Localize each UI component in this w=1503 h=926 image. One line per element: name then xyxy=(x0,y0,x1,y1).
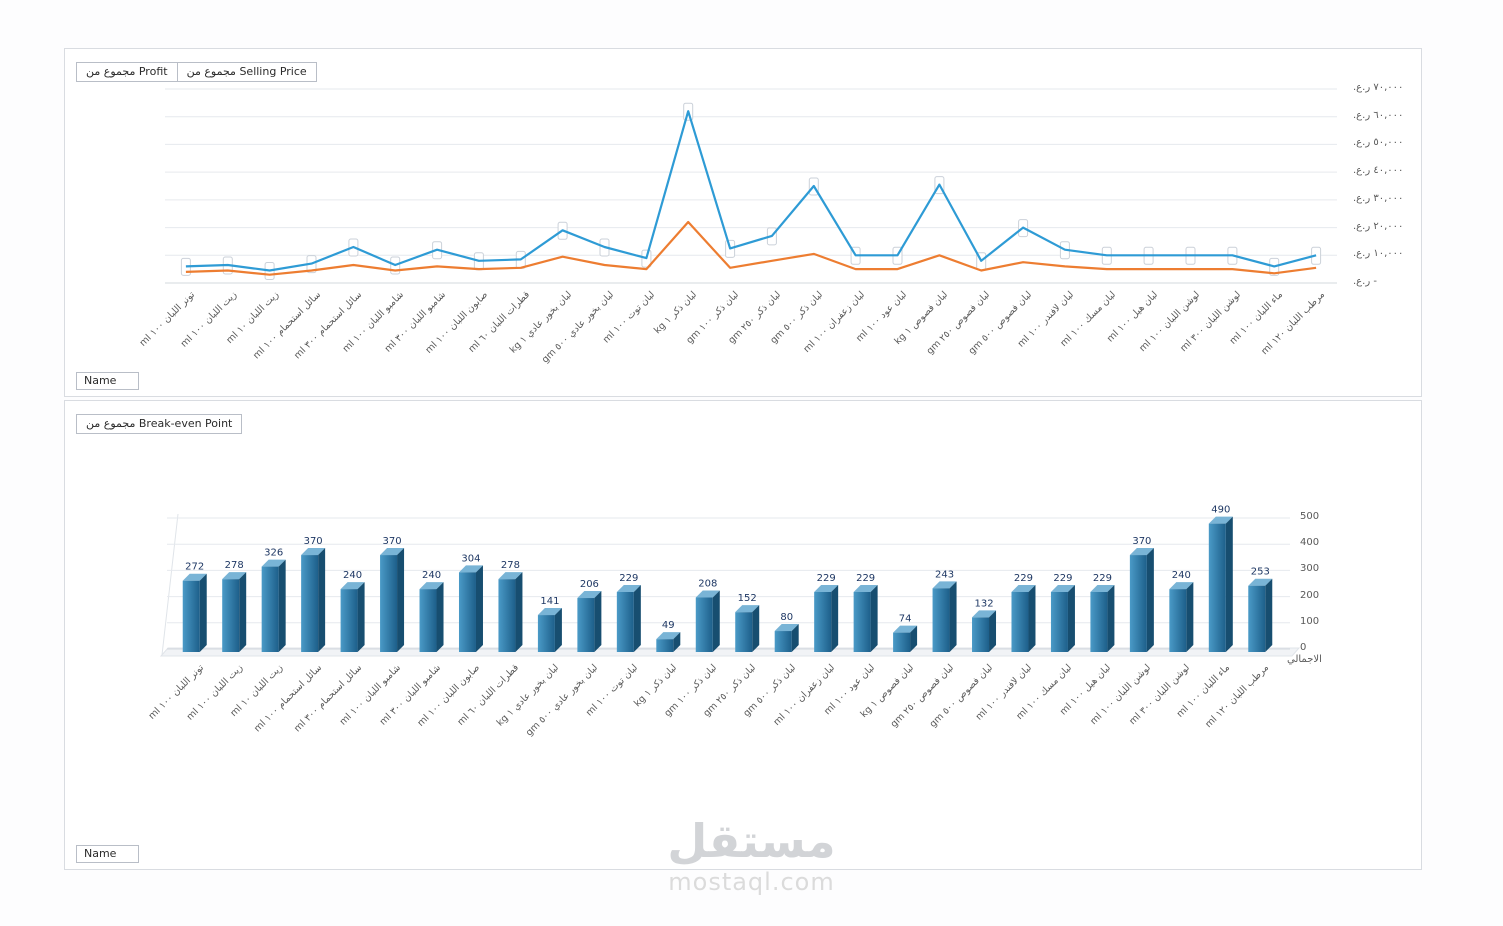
bar-value-label: 370 xyxy=(304,536,323,547)
bar xyxy=(1090,585,1115,652)
bar xyxy=(419,582,444,652)
y-axis-label: 500 xyxy=(1300,511,1320,522)
bar-value-label: 240 xyxy=(422,570,441,581)
bar xyxy=(1248,578,1273,652)
bar xyxy=(1011,585,1036,652)
bar xyxy=(182,573,207,652)
bar-value-label: 74 xyxy=(899,614,912,625)
name-axis-field-button-top[interactable]: Name xyxy=(76,372,140,390)
bar xyxy=(853,585,878,652)
y-axis-label: 0 xyxy=(1300,642,1307,653)
selling-price-profit-chart-panel: مجموع من Profit مجموع من Selling Price -… xyxy=(64,48,1422,397)
bar-value-label: 229 xyxy=(619,573,638,584)
bar-value-label: 80 xyxy=(780,612,793,623)
bar-value-label: 141 xyxy=(540,596,559,607)
bar xyxy=(458,565,483,652)
bar-value-label: 304 xyxy=(461,553,480,564)
bar xyxy=(1169,582,1194,652)
y-axis-label: 200 xyxy=(1300,589,1320,601)
selling-price-field-button[interactable]: مجموع من Selling Price xyxy=(176,62,317,82)
bar xyxy=(261,559,286,652)
value-field-buttons-bottom: مجموع من Break-even Point xyxy=(76,414,243,434)
watermark-subtitle: mostaql.com xyxy=(668,867,835,896)
bar-value-label: 240 xyxy=(343,570,362,581)
y-axis-label: ٦٠,٠٠٠ ر.ع. xyxy=(1353,109,1404,121)
bar-value-label: 370 xyxy=(383,536,402,547)
bar-value-label: 208 xyxy=(698,579,717,590)
selling-price-line xyxy=(185,110,1317,272)
bar xyxy=(1129,548,1154,652)
line-chart: - ر.ع. ١٠,٠٠٠ ر.ع. ٢٠,٠٠٠ ر.ع. ٣٠,٠٠٠ ر.ع. ٤… xyxy=(65,49,1421,396)
bar-value-label: 278 xyxy=(225,560,244,571)
bar xyxy=(893,625,918,652)
bar xyxy=(537,608,562,652)
bar xyxy=(1050,585,1075,652)
y-axis-label: 100 xyxy=(1300,615,1320,627)
bar-value-label: 240 xyxy=(1172,570,1191,581)
break-even-field-button[interactable]: مجموع من Break-even Point xyxy=(76,414,243,434)
y-axis-label: ٥٠,٠٠٠ ر.ع. xyxy=(1353,137,1404,149)
bar xyxy=(972,610,997,652)
bar-chart: 272 278 326 370 240 370 240 304 278 141 206 229 49 20… xyxy=(65,401,1421,869)
bar xyxy=(380,548,405,652)
profit-line xyxy=(185,220,1317,276)
bar-value-label: 49 xyxy=(662,620,675,631)
bar-value-label: 206 xyxy=(580,579,599,590)
bar-value-label: 278 xyxy=(501,560,520,571)
total-axis-caption: الاجمالي xyxy=(1287,654,1322,665)
y-axis-label: 300 xyxy=(1300,563,1320,575)
bar-value-label: 229 xyxy=(1093,573,1112,584)
bar-value-label: 326 xyxy=(264,548,283,559)
bar xyxy=(301,548,326,652)
grid-line xyxy=(161,513,179,656)
y-axis-label: ١٠,٠٠٠ ر.ع. xyxy=(1353,248,1404,260)
y-axis-label: ٧٠,٠٠٠ ر.ع. xyxy=(1353,82,1404,93)
bar xyxy=(222,572,247,652)
bar xyxy=(695,590,720,652)
y-axis-label: ٤٠,٠٠٠ ر.ع. xyxy=(1353,165,1404,177)
y-axis-label: ٣٠,٠٠٠ ر.ع. xyxy=(1353,192,1404,204)
y-axis-label: 400 xyxy=(1300,537,1320,549)
break-even-chart-panel: مجموع من Break-even Point 272 278 326 370 24… xyxy=(64,400,1422,870)
bar-value-label: 229 xyxy=(817,573,836,584)
bar-chart-svg: 272 278 326 370 240 370 240 304 278 141 206 229 49 20… xyxy=(159,505,1301,657)
bar xyxy=(735,605,760,652)
bar xyxy=(577,591,602,652)
bar-value-label: 243 xyxy=(935,569,954,580)
bar xyxy=(340,582,365,652)
bar-value-label: 370 xyxy=(1132,536,1151,547)
bar xyxy=(498,572,523,652)
bar-value-label: 229 xyxy=(1014,573,1033,584)
bar-value-label: 152 xyxy=(738,593,757,604)
y-axis-label: ٢٠,٠٠٠ ر.ع. xyxy=(1353,220,1404,232)
bar-value-label: 272 xyxy=(185,562,204,573)
y-axis-label: - ر.ع. xyxy=(1353,276,1377,287)
bar-value-label: 132 xyxy=(974,598,993,609)
bar xyxy=(656,632,681,652)
bar xyxy=(932,581,957,652)
bar xyxy=(774,624,799,652)
bar xyxy=(616,585,641,652)
line-chart-svg xyxy=(165,88,1337,284)
bar-value-label: 490 xyxy=(1211,505,1230,516)
profit-field-button[interactable]: مجموع من Profit xyxy=(76,62,178,82)
bar-value-label: 253 xyxy=(1251,567,1270,578)
value-field-buttons: مجموع من Profit مجموع من Selling Price xyxy=(76,62,317,82)
bar xyxy=(814,585,839,652)
bar xyxy=(1208,516,1233,652)
bar-value-label: 229 xyxy=(856,573,875,584)
name-axis-field-button-bottom[interactable]: Name xyxy=(76,845,140,863)
bar-value-label: 229 xyxy=(1053,573,1072,584)
